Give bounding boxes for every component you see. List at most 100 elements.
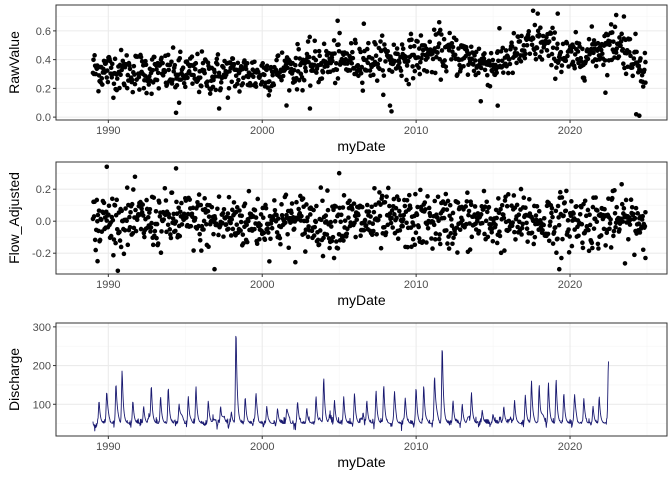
- data-point: [296, 206, 301, 212]
- data-point: [607, 39, 613, 44]
- data-point: [159, 229, 164, 234]
- data-point: [444, 68, 449, 74]
- data-point: [268, 64, 274, 70]
- data-point: [514, 202, 520, 208]
- data-point: [113, 240, 118, 246]
- data-point: [418, 33, 424, 38]
- data-point: [237, 89, 242, 94]
- data-point: [241, 241, 246, 246]
- data-point: [493, 207, 499, 213]
- data-point: [580, 46, 585, 52]
- data-point: [498, 49, 504, 54]
- data-point: [360, 88, 366, 93]
- data-point: [419, 55, 424, 61]
- data-point: [266, 92, 272, 98]
- data-point: [313, 57, 319, 63]
- data-point: [553, 76, 558, 82]
- data-point: [426, 205, 432, 211]
- data-point: [447, 213, 452, 219]
- data-point: [377, 190, 382, 195]
- data-point: [642, 224, 648, 229]
- data-point: [378, 245, 384, 251]
- data-point: [409, 37, 414, 43]
- data-point: [595, 208, 600, 213]
- data-point: [120, 58, 126, 64]
- y-axis-title: Flow_Adjusted: [6, 172, 22, 264]
- data-point: [351, 201, 357, 206]
- data-point: [445, 241, 450, 246]
- data-point: [404, 197, 410, 203]
- data-point: [632, 252, 637, 258]
- data-point: [312, 38, 318, 44]
- data-point: [112, 56, 118, 62]
- data-point: [178, 209, 183, 215]
- data-point: [495, 49, 501, 54]
- data-point: [410, 64, 415, 69]
- data-point: [328, 219, 334, 225]
- data-point: [465, 72, 471, 78]
- data-point: [418, 59, 423, 65]
- data-point: [387, 103, 393, 108]
- data-point: [162, 69, 168, 75]
- data-point: [235, 60, 241, 66]
- data-point: [507, 61, 513, 67]
- data-point: [139, 206, 144, 211]
- data-point: [429, 236, 434, 241]
- data-point: [541, 222, 546, 228]
- data-point: [121, 251, 127, 257]
- data-point: [586, 227, 591, 233]
- data-point: [562, 200, 568, 205]
- data-point: [617, 227, 622, 232]
- data-point: [490, 238, 496, 244]
- data-point: [150, 67, 155, 73]
- data-point: [221, 65, 226, 70]
- data-point: [335, 246, 341, 251]
- data-point: [334, 67, 340, 73]
- data-point: [472, 53, 477, 58]
- data-point: [373, 202, 378, 207]
- data-point: [461, 63, 466, 69]
- data-point: [611, 233, 616, 239]
- data-point: [572, 65, 577, 71]
- data-point: [192, 215, 198, 221]
- data-point: [435, 194, 441, 200]
- data-point: [319, 76, 325, 81]
- data-point: [494, 215, 499, 221]
- data-point: [201, 218, 207, 224]
- data-point: [149, 220, 154, 226]
- data-point: [319, 217, 324, 223]
- data-point: [437, 56, 443, 62]
- data-point: [619, 181, 624, 187]
- data-point: [169, 81, 175, 86]
- data-point: [278, 241, 283, 247]
- data-point: [569, 199, 574, 204]
- data-point: [642, 67, 647, 73]
- data-point: [612, 188, 617, 193]
- data-point: [595, 241, 601, 247]
- data-point: [460, 218, 465, 223]
- data-point: [519, 232, 524, 237]
- data-point: [267, 88, 273, 93]
- data-point: [330, 58, 335, 64]
- data-point: [127, 66, 133, 72]
- data-point: [504, 203, 510, 209]
- data-point: [141, 85, 147, 91]
- data-point: [392, 212, 397, 217]
- data-point: [398, 213, 403, 218]
- data-point: [378, 202, 383, 207]
- data-point: [285, 231, 290, 237]
- data-point: [559, 63, 565, 68]
- data-point: [109, 75, 115, 80]
- data-point: [305, 215, 310, 220]
- data-point: [507, 56, 512, 62]
- data-point: [410, 236, 416, 242]
- data-point: [450, 210, 456, 216]
- data-point: [348, 40, 354, 46]
- data-point: [468, 202, 474, 208]
- data-point: [523, 205, 528, 210]
- data-point: [546, 238, 552, 244]
- data-point: [154, 67, 159, 72]
- data-point: [389, 109, 394, 114]
- data-point: [212, 216, 218, 222]
- data-point: [643, 209, 648, 215]
